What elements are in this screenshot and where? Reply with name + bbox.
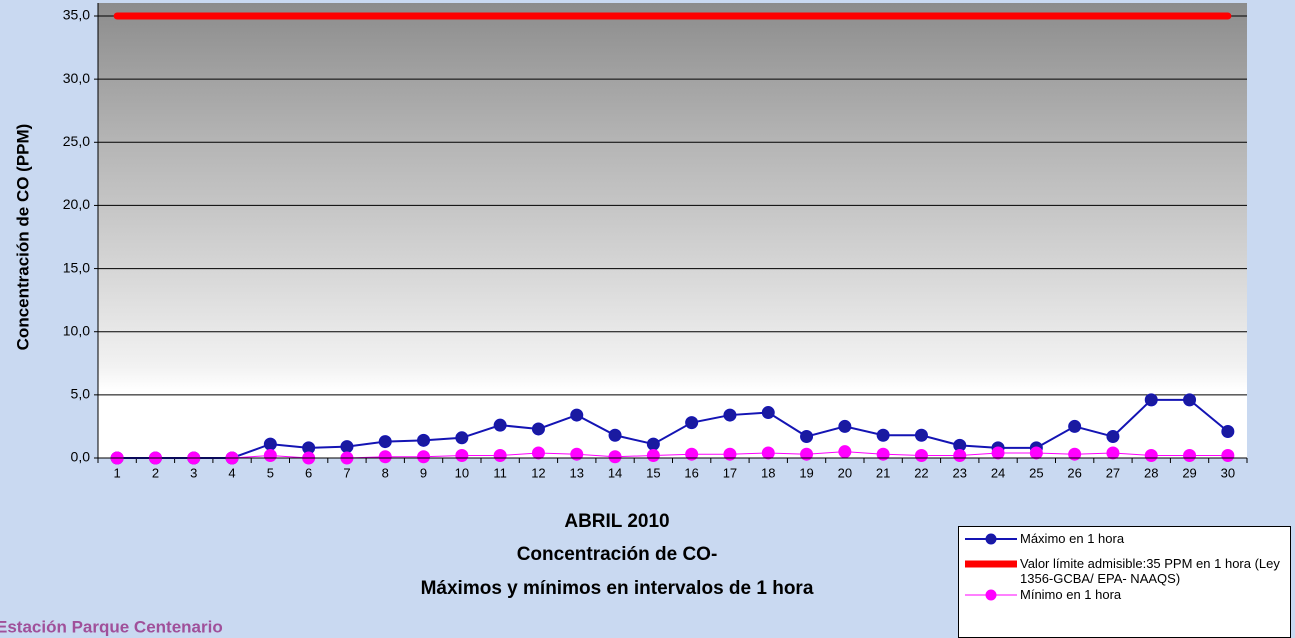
x-tick-label: 18 <box>761 465 775 480</box>
plot-area <box>98 3 1247 458</box>
marker <box>264 449 276 461</box>
title: Máximos y mínimos en intervalos de 1 hor… <box>421 578 814 599</box>
x-tick-label: 22 <box>914 465 928 480</box>
x-tick-label: 26 <box>1067 465 1081 480</box>
marker <box>647 449 659 461</box>
y-axis-label: Concentración de CO (PPM) <box>13 124 32 351</box>
page: Concentración de CO (PPM) ABRIL 2010 Con… <box>0 0 1295 638</box>
y-tick-label: 15,0 <box>63 259 90 275</box>
x-tick-label: 8 <box>382 465 389 480</box>
legend-label: Valor límite admisible:35 PPM en 1 hora … <box>1020 556 1290 586</box>
marker <box>532 423 544 435</box>
marker <box>379 436 391 448</box>
legend: Máximo en 1 hora Valor límite admisible:3… <box>958 526 1291 638</box>
title: ABRIL 2010 <box>564 511 669 532</box>
legend-swatch <box>965 556 1021 572</box>
x-tick-label: 29 <box>1182 465 1196 480</box>
marker <box>1030 447 1042 459</box>
marker <box>686 417 698 429</box>
marker <box>724 409 736 421</box>
marker <box>571 409 583 421</box>
marker <box>1222 449 1234 461</box>
marker <box>1107 447 1119 459</box>
x-tick-label: 24 <box>991 465 1005 480</box>
marker <box>915 429 927 441</box>
legend-marker <box>986 534 996 544</box>
marker <box>379 451 391 463</box>
marker <box>992 447 1004 459</box>
legend-label: Mínimo en 1 hora <box>1020 587 1290 602</box>
x-tick-label: 14 <box>608 465 622 480</box>
marker <box>456 432 468 444</box>
x-tick-label: 19 <box>799 465 813 480</box>
marker <box>418 434 430 446</box>
y-tick-label: 30,0 <box>63 70 90 86</box>
marker <box>494 419 506 431</box>
x-tick-label: 9 <box>420 465 427 480</box>
marker <box>609 429 621 441</box>
x-tick-label: 10 <box>455 465 469 480</box>
x-tick-label: 16 <box>684 465 698 480</box>
x-tick-label: 6 <box>305 465 312 480</box>
marker <box>264 438 276 450</box>
marker <box>494 449 506 461</box>
legend-swatch <box>965 587 1021 603</box>
x-tick-label: 13 <box>570 465 584 480</box>
marker <box>915 449 927 461</box>
x-tick-label: 2 <box>152 465 159 480</box>
x-tick-label: 23 <box>953 465 967 480</box>
marker <box>456 449 468 461</box>
legend-label: Máximo en 1 hora <box>1020 531 1290 546</box>
marker <box>954 449 966 461</box>
title: Concentración de CO- <box>517 544 718 565</box>
x-tick-label: 7 <box>343 465 350 480</box>
marker <box>1107 431 1119 443</box>
marker <box>877 429 889 441</box>
marker <box>532 447 544 459</box>
marker <box>1184 449 1196 461</box>
x-tick-label: 12 <box>531 465 545 480</box>
y-tick-label: 5,0 <box>71 386 91 402</box>
marker <box>1145 394 1157 406</box>
marker <box>762 407 774 419</box>
x-tick-label: 3 <box>190 465 197 480</box>
x-tick-label: 5 <box>267 465 274 480</box>
legend-marker <box>986 590 996 600</box>
marker <box>341 441 353 453</box>
marker <box>418 451 430 463</box>
marker <box>647 438 659 450</box>
marker <box>1069 420 1081 432</box>
x-tick-label: 11 <box>493 465 507 480</box>
x-tick-label: 21 <box>876 465 890 480</box>
marker <box>1145 449 1157 461</box>
x-tick-label: 20 <box>838 465 852 480</box>
x-tick-label: 25 <box>1029 465 1043 480</box>
station-label: Estación Parque Centenario <box>0 617 223 636</box>
marker <box>762 447 774 459</box>
marker <box>1184 394 1196 406</box>
x-tick-label: 28 <box>1144 465 1158 480</box>
x-tick-label: 1 <box>114 465 121 480</box>
x-tick-label: 15 <box>646 465 660 480</box>
y-tick-label: 35,0 <box>63 7 90 23</box>
y-tick-label: 0,0 <box>71 449 91 465</box>
y-tick-label: 10,0 <box>63 322 90 338</box>
marker <box>839 446 851 458</box>
x-tick-label: 4 <box>228 465 235 480</box>
marker <box>839 420 851 432</box>
x-tick-label: 30 <box>1221 465 1235 480</box>
marker <box>801 431 813 443</box>
legend-swatch <box>965 531 1021 547</box>
marker <box>1222 425 1234 437</box>
marker <box>609 451 621 463</box>
y-tick-label: 25,0 <box>63 133 90 149</box>
y-tick-label: 20,0 <box>63 196 90 212</box>
x-tick-label: 17 <box>723 465 737 480</box>
x-tick-label: 27 <box>1106 465 1120 480</box>
